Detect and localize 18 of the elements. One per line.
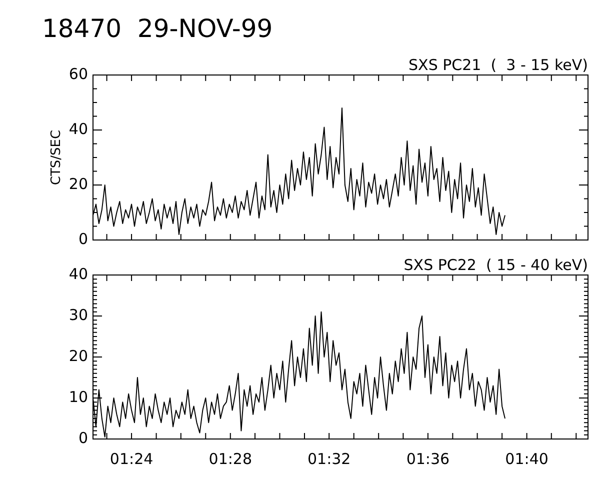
y-tick-label: 30 bbox=[68, 306, 88, 324]
y-tick-label: 10 bbox=[68, 388, 88, 406]
x-tick-label: 01:24 bbox=[110, 450, 154, 468]
y-tick-label: 0 bbox=[78, 428, 88, 447]
x-tick-label: 01:36 bbox=[406, 450, 450, 468]
x-tick-label: 01:28 bbox=[208, 450, 252, 468]
y-axis-title: CTS/SEC bbox=[49, 130, 64, 186]
x-tick-label: 01:40 bbox=[505, 450, 548, 468]
chart-subtitle: SXS PC22 ( 15 - 40 keV) bbox=[404, 256, 588, 274]
y-tick-label: 20 bbox=[68, 174, 88, 193]
chart-subtitle: SXS PC21 ( 3 - 15 keV) bbox=[408, 56, 588, 74]
chart-title: 18470 29-NOV-99 bbox=[42, 14, 273, 44]
y-tick-label: 20 bbox=[68, 346, 88, 365]
y-tick-label: 40 bbox=[68, 120, 88, 138]
y-tick-label: 0 bbox=[78, 230, 88, 248]
y-tick-label: 60 bbox=[68, 64, 88, 83]
y-tick-label: 40 bbox=[68, 264, 88, 283]
x-tick-label: 01:32 bbox=[307, 450, 351, 468]
